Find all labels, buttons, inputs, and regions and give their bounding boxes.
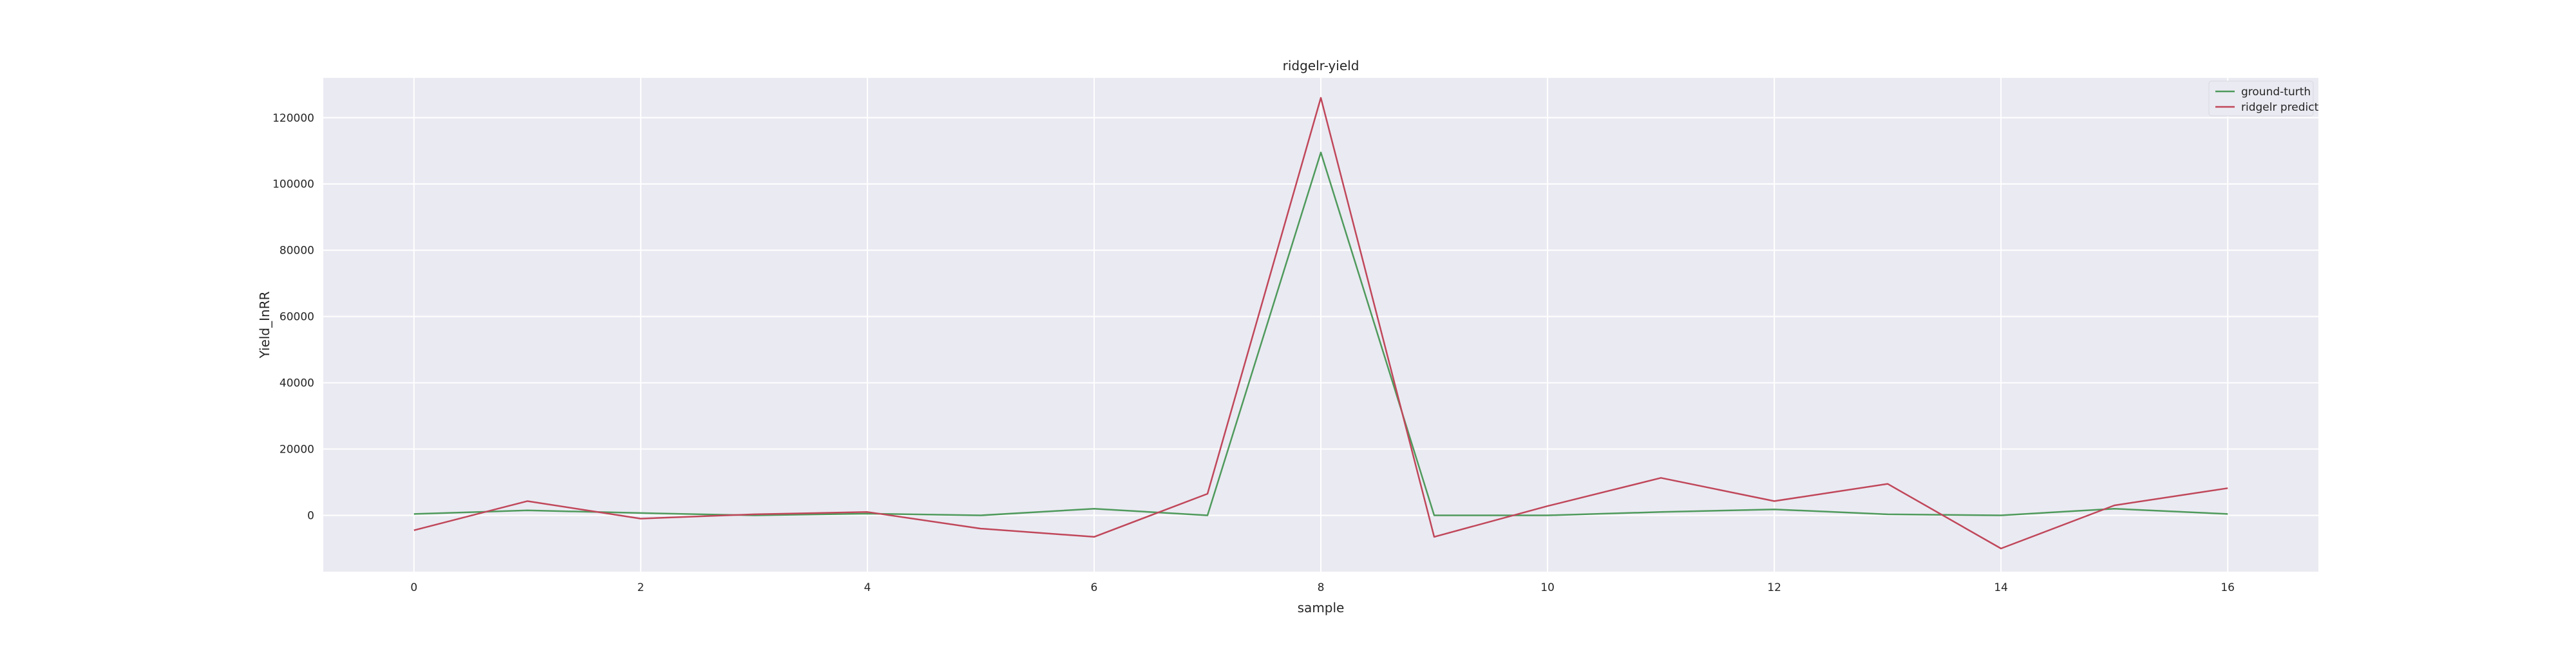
y-tick-label: 80000 [279, 245, 314, 258]
y-axis-title: Yield_InRR [257, 291, 272, 359]
legend-box [2208, 80, 2314, 117]
y-tick-label: 120000 [272, 112, 314, 125]
y-tick-label: 40000 [279, 377, 314, 390]
legend-label: ground-turth [2241, 86, 2311, 98]
legend-items: ground-turth ridgelr predict [2215, 86, 2319, 114]
x-axis-title: sample [1298, 600, 1345, 615]
x-tick-label: 2 [637, 581, 644, 594]
x-tick-label: 12 [1767, 581, 1781, 594]
chart-title: ridgelr-yield [1283, 58, 1359, 73]
x-tick-label: 4 [864, 581, 871, 594]
legend-label: ridgelr predict [2241, 101, 2319, 114]
series-line [413, 151, 2228, 516]
y-tick-label: 0 [307, 509, 314, 522]
y-tick-label: 100000 [272, 178, 314, 191]
x-tick-label: 14 [1994, 581, 2008, 594]
legend: ground-turth ridgelr predict [2208, 80, 2319, 117]
x-tick-label: 10 [1540, 581, 1555, 594]
y-tick-label: 20000 [279, 444, 314, 456]
tick-labels: 0 2 4 6 8 10 12 14 16 0 20000 40000 60000 80000 100000… [272, 112, 2235, 594]
x-tick-label: 6 [1091, 581, 1098, 594]
x-tick-label: 8 [1318, 581, 1325, 594]
series-lines [413, 97, 2228, 550]
x-tick-label: 16 [2221, 581, 2235, 594]
series-line [413, 97, 2228, 550]
y-tick-label: 60000 [279, 311, 314, 324]
x-tick-label: 0 [410, 581, 417, 594]
